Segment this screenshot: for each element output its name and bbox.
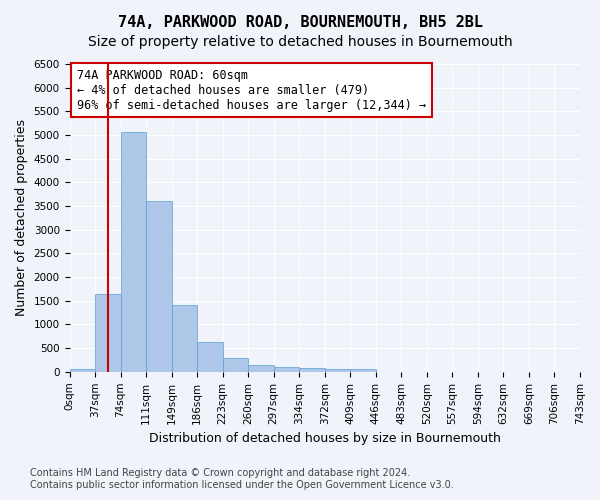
Bar xyxy=(146,202,172,372)
Bar xyxy=(223,358,248,372)
Bar xyxy=(274,366,299,372)
Text: 74A, PARKWOOD ROAD, BOURNEMOUTH, BH5 2BL: 74A, PARKWOOD ROAD, BOURNEMOUTH, BH5 2BL xyxy=(118,15,482,30)
Bar xyxy=(70,368,95,372)
Bar xyxy=(325,369,350,372)
Bar xyxy=(299,368,325,372)
Bar xyxy=(95,294,121,372)
Text: Contains HM Land Registry data © Crown copyright and database right 2024.
Contai: Contains HM Land Registry data © Crown c… xyxy=(30,468,454,490)
X-axis label: Distribution of detached houses by size in Bournemouth: Distribution of detached houses by size … xyxy=(149,432,501,445)
Bar xyxy=(350,369,376,372)
Bar xyxy=(121,132,146,372)
Bar xyxy=(172,304,197,372)
Bar xyxy=(197,342,223,372)
Y-axis label: Number of detached properties: Number of detached properties xyxy=(15,120,28,316)
Bar xyxy=(248,364,274,372)
Text: 74A PARKWOOD ROAD: 60sqm
← 4% of detached houses are smaller (479)
96% of semi-d: 74A PARKWOOD ROAD: 60sqm ← 4% of detache… xyxy=(77,68,427,112)
Text: Size of property relative to detached houses in Bournemouth: Size of property relative to detached ho… xyxy=(88,35,512,49)
